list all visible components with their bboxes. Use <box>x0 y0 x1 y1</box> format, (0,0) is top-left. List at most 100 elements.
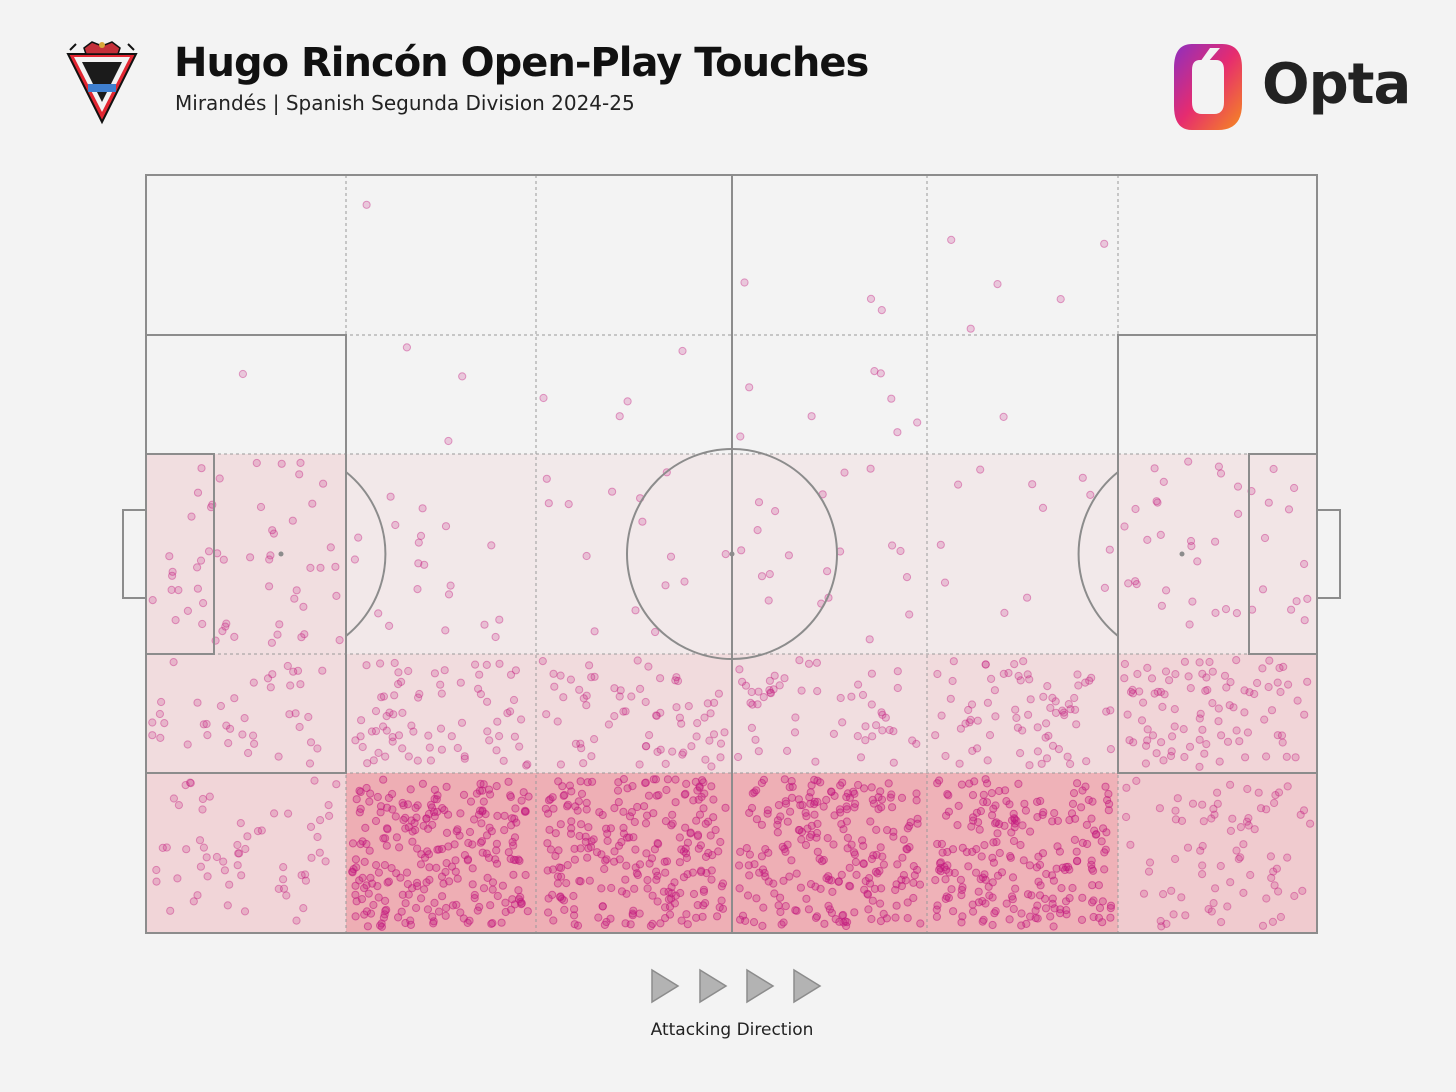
touch-dot <box>749 918 759 927</box>
touch-dot <box>362 907 371 916</box>
touch-dot <box>408 837 417 846</box>
touch-dot <box>623 833 632 842</box>
touch-dot <box>1097 837 1106 846</box>
touch-dot <box>556 820 565 829</box>
touch-dot <box>517 715 526 724</box>
touch-dot <box>575 685 584 694</box>
touch-dot <box>348 868 357 877</box>
touch-dot <box>770 889 779 898</box>
touch-dot <box>456 809 465 818</box>
heat-zone <box>536 335 732 454</box>
touch-dot <box>267 638 276 647</box>
touch-dot <box>300 630 309 639</box>
touch-dot <box>667 883 676 892</box>
touch-dot <box>374 868 383 877</box>
touch-dot <box>582 805 591 814</box>
touch-dot <box>551 829 560 838</box>
touch-dot <box>1014 779 1023 789</box>
touch-dot <box>564 500 573 509</box>
touch-dot <box>976 807 986 816</box>
touch-dot <box>1098 897 1107 906</box>
touch-dot <box>362 661 371 670</box>
touch-dot <box>1082 757 1091 766</box>
touch-dot <box>460 752 469 761</box>
touch-dot <box>406 916 415 925</box>
touch-dot <box>656 919 665 928</box>
touch-dot <box>610 847 619 856</box>
touch-dot <box>545 825 554 834</box>
touch-dot <box>437 745 446 754</box>
touch-dot <box>1009 904 1018 914</box>
touch-dot <box>451 856 460 865</box>
touch-dot <box>1066 705 1075 714</box>
touch-dot <box>791 906 800 915</box>
touch-dot <box>270 809 279 818</box>
touch-dot <box>1131 504 1140 514</box>
touch-dot <box>877 306 886 315</box>
touch-dot <box>148 731 157 740</box>
touch-dot <box>1023 890 1033 899</box>
touch-dot <box>610 712 619 721</box>
play-arrow-icon <box>699 968 728 1004</box>
touch-dot <box>495 659 504 668</box>
touch-dot <box>546 795 555 804</box>
touch-dot <box>910 871 919 880</box>
touch-dot <box>834 877 843 887</box>
touch-dot <box>382 712 391 721</box>
touch-dot <box>470 890 479 900</box>
play-arrow-icon <box>746 968 775 1004</box>
touch-dot <box>1042 719 1051 728</box>
touch-dot <box>981 775 990 784</box>
touch-dot <box>877 884 886 893</box>
touch-dot <box>761 872 770 881</box>
touch-dot <box>1033 747 1043 756</box>
touch-dot <box>1058 706 1067 715</box>
touch-dot <box>384 793 393 803</box>
touch-dot <box>836 781 845 790</box>
touch-dot <box>1217 731 1226 740</box>
touch-dot <box>867 783 876 792</box>
touch-dot <box>560 905 569 915</box>
touch-dot <box>1165 676 1174 685</box>
touch-dot <box>765 570 774 579</box>
touch-dot <box>592 848 602 857</box>
touch-dot <box>807 830 816 839</box>
touch-dot <box>1220 671 1230 680</box>
touch-dot <box>714 689 724 698</box>
touch-dot <box>978 917 987 926</box>
touch-dot <box>965 718 974 727</box>
touch-dot <box>425 863 434 872</box>
touch-dot <box>479 797 488 806</box>
left-penalty-spot <box>278 551 284 557</box>
touch-dot <box>1278 738 1287 747</box>
touch-dot <box>263 674 273 683</box>
touch-dot <box>1077 803 1086 812</box>
touch-dot <box>704 817 713 826</box>
touch-dot <box>585 661 594 670</box>
touch-dot <box>736 847 745 857</box>
touch-dot <box>711 825 720 835</box>
touch-dot <box>892 901 901 910</box>
touch-dot <box>931 731 940 740</box>
touch-dot <box>675 833 684 842</box>
touch-dot <box>436 680 445 689</box>
touch-dot <box>1041 733 1050 742</box>
touch-dot <box>966 324 975 333</box>
touch-dot <box>769 879 778 888</box>
touch-dot <box>623 397 632 406</box>
touch-dot <box>1001 786 1010 795</box>
touch-dot <box>571 802 580 811</box>
touch-dot <box>388 733 397 742</box>
touch-dot <box>446 581 455 590</box>
touch-dot <box>388 737 397 746</box>
touch-dot <box>716 753 725 762</box>
touch-dot <box>687 742 696 751</box>
touch-dot <box>590 627 599 636</box>
touch-dot <box>335 636 344 645</box>
touch-dot <box>374 609 383 618</box>
touch-dot <box>784 551 794 560</box>
touch-dot <box>492 859 502 868</box>
touch-dot <box>331 562 340 571</box>
touch-dot <box>157 697 166 707</box>
attacking-direction-label: Attacking Direction <box>650 1020 814 1040</box>
